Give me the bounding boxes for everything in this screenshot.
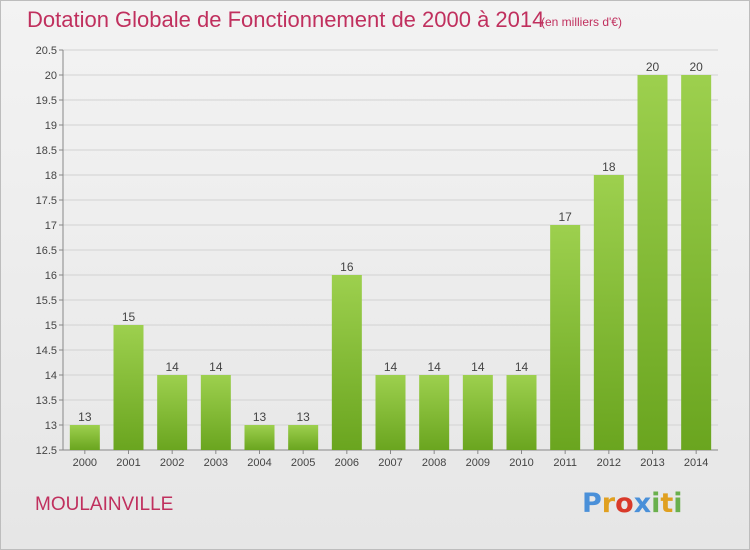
x-tick-label: 2014 (684, 457, 708, 469)
bar (69, 425, 100, 450)
bar (506, 375, 537, 450)
y-tick-label: 20.5 (36, 45, 57, 57)
x-tick-label: 2004 (247, 457, 271, 469)
logo-letter: i (673, 488, 683, 519)
bar (593, 175, 624, 450)
data-label: 14 (384, 360, 398, 374)
data-label: 13 (296, 410, 310, 424)
y-tick-label: 17.5 (36, 195, 57, 207)
bar (113, 325, 144, 450)
x-tick-label: 2001 (116, 457, 140, 469)
bar (200, 375, 231, 450)
x-tick-label: 2011 (553, 457, 577, 469)
y-tick-label: 19.5 (36, 95, 57, 107)
logo-letter: r (601, 488, 616, 519)
bar (331, 275, 362, 450)
bar (462, 375, 493, 450)
x-tick-label: 2003 (204, 457, 228, 469)
y-tick-label: 12.5 (36, 445, 57, 457)
y-tick-label: 15 (45, 320, 57, 332)
logo-letter: o (615, 488, 634, 519)
data-label: 14 (471, 360, 485, 374)
data-label: 13 (78, 410, 92, 424)
x-tick-label: 2012 (597, 457, 621, 469)
x-tick-label: 2008 (422, 457, 446, 469)
data-label: 13 (253, 410, 267, 424)
y-tick-label: 16.5 (36, 245, 57, 257)
city-name: MOULAINVILLE (35, 494, 174, 515)
y-tick-label: 13 (45, 420, 57, 432)
y-tick-label: 15.5 (36, 295, 57, 307)
bar (288, 425, 319, 450)
y-tick-label: 18.5 (36, 145, 57, 157)
bar (157, 375, 188, 450)
y-tick-label: 16 (45, 270, 57, 282)
x-tick-label: 2007 (378, 457, 402, 469)
data-label: 16 (340, 260, 354, 274)
logo-letter: t (660, 488, 674, 519)
y-tick-label: 19 (45, 120, 57, 132)
y-tick-label: 17 (45, 220, 57, 232)
y-tick-label: 20 (45, 70, 57, 82)
logo-letter: P (582, 488, 602, 519)
data-label: 14 (427, 360, 441, 374)
bar (244, 425, 275, 450)
chart-title: Dotation Globale de Fonctionnement de 20… (27, 7, 545, 32)
x-tick-label: 2005 (291, 457, 315, 469)
data-label: 20 (646, 60, 660, 74)
logo-letter: x (633, 488, 652, 519)
proxiti-logo: Proxiti (582, 488, 683, 519)
bar (637, 75, 668, 450)
x-tick-label: 2013 (640, 457, 664, 469)
bar (375, 375, 406, 450)
data-label: 14 (165, 360, 179, 374)
x-tick-label: 2006 (335, 457, 359, 469)
y-tick-label: 18 (45, 170, 57, 182)
data-label: 20 (689, 60, 703, 74)
x-tick-label: 2009 (466, 457, 490, 469)
bar (419, 375, 450, 450)
x-tick-label: 2000 (73, 457, 97, 469)
y-tick-label: 14 (45, 370, 57, 382)
data-label: 15 (122, 310, 136, 324)
data-label: 14 (515, 360, 529, 374)
x-tick-label: 2010 (509, 457, 533, 469)
data-label: 17 (558, 210, 572, 224)
chart-subtitle: (en milliers d'€) (541, 15, 622, 29)
x-tick-label: 2002 (160, 457, 184, 469)
y-tick-label: 14.5 (36, 345, 57, 357)
logo-letter: i (651, 488, 661, 519)
data-label: 14 (209, 360, 223, 374)
data-label: 18 (602, 160, 616, 174)
y-tick-label: 13.5 (36, 395, 57, 407)
bar (681, 75, 712, 450)
bar (550, 225, 581, 450)
